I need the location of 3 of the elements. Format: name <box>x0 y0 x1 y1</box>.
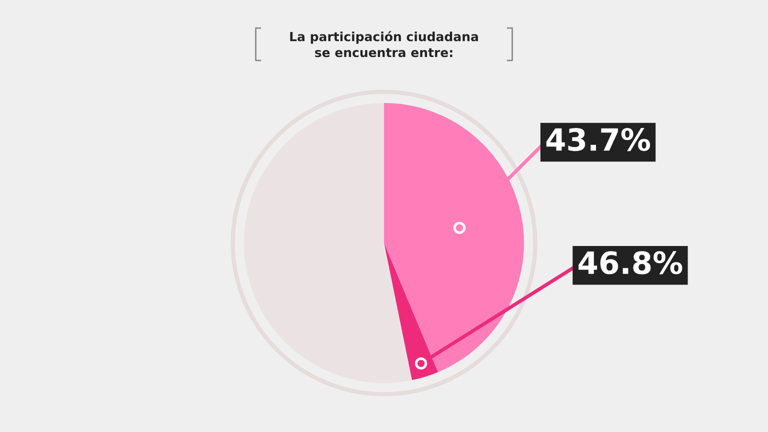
data-label: 43.7% <box>546 128 650 152</box>
chart-title: La participación ciudadana se encuentra entre: <box>290 31 478 58</box>
text: 46.8% <box>578 251 682 274</box>
